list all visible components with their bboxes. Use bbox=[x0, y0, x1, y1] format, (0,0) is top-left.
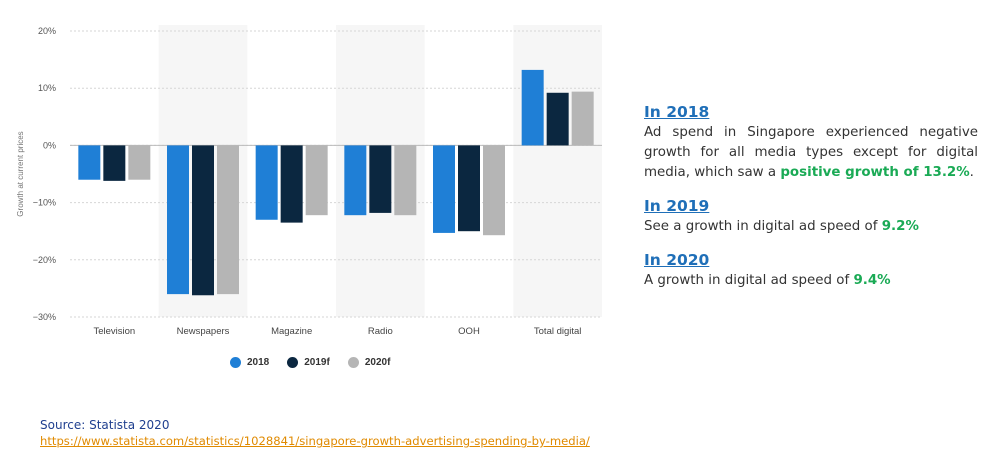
note-highlight-2018: positive growth of 13.2% bbox=[780, 165, 970, 180]
note-year-2020: In 2020 bbox=[644, 251, 710, 269]
bar-2020f bbox=[571, 91, 594, 146]
note-text-2018: Ad spend in Singapore experienced negati… bbox=[644, 125, 978, 180]
bar-2020f bbox=[305, 145, 328, 216]
bar-2020f bbox=[128, 145, 151, 180]
x-category-label: Television bbox=[93, 326, 135, 337]
legend-dot-2019f bbox=[287, 357, 299, 368]
legend-item-2018[interactable]: 2018 bbox=[230, 357, 269, 368]
legend-dot-2018 bbox=[230, 357, 241, 368]
y-tick-label: 10% bbox=[38, 83, 56, 93]
legend-label-2019f: 2019f bbox=[304, 357, 330, 368]
source-label: Source: Statista 2020 bbox=[40, 418, 170, 432]
note-2019: In 2019 See a growth in digital ad speed… bbox=[644, 195, 978, 237]
bar-chart: 20% 10% 0% −10% −20% −30% Growth at current pr… bbox=[16, 25, 602, 368]
y-axis-label: Growth at current prices bbox=[16, 131, 25, 216]
bar-2018 bbox=[344, 145, 367, 216]
y-tick-label: −20% bbox=[33, 255, 56, 265]
note-highlight-2019: 9.2% bbox=[881, 219, 919, 234]
chart-svg: 20% 10% 0% −10% −20% −30% Growth at current pr… bbox=[16, 25, 602, 337]
bar-2018 bbox=[255, 145, 278, 220]
bar-2018 bbox=[78, 145, 101, 180]
note-suffix-2018: . bbox=[969, 165, 974, 180]
note-text-2019: See a growth in digital ad speed of bbox=[644, 219, 882, 234]
legend-item-2020f[interactable]: 2020f bbox=[347, 357, 391, 368]
x-category-label: Radio bbox=[368, 326, 393, 337]
note-year-2019: In 2019 bbox=[644, 197, 710, 215]
note-body-2020: A growth in digital ad speed of 9.4% bbox=[644, 271, 978, 291]
note-body-2018: Ad spend in Singapore experienced negati… bbox=[644, 123, 978, 183]
note-2018: In 2018 Ad spend in Singapore experience… bbox=[644, 101, 978, 183]
bar-2019f bbox=[192, 145, 214, 296]
bar-2018 bbox=[521, 69, 544, 146]
legend-item-2019f[interactable]: 2019f bbox=[287, 357, 330, 368]
bar-2019f bbox=[369, 145, 392, 213]
legend-label-2020f: 2020f bbox=[364, 357, 391, 368]
note-text-2020: A growth in digital ad speed of bbox=[644, 273, 854, 288]
x-category-label: Total digital bbox=[534, 326, 582, 337]
y-tick-label: 20% bbox=[38, 26, 56, 36]
legend-dot-2020f bbox=[347, 357, 359, 368]
bar-2018 bbox=[167, 145, 189, 295]
y-tick-label: −30% bbox=[33, 312, 56, 322]
bar-2020f bbox=[217, 145, 239, 295]
note-highlight-2020: 9.4% bbox=[853, 273, 891, 288]
x-category-label: Magazine bbox=[271, 326, 312, 337]
x-category-label: Newspapers bbox=[177, 326, 230, 337]
source-block: Source: Statista 2020 https://www.statis… bbox=[40, 417, 590, 449]
source-link[interactable]: https://www.statista.com/statistics/1028… bbox=[40, 434, 590, 448]
bar-2019f bbox=[546, 92, 569, 146]
y-tick-label: −10% bbox=[33, 198, 56, 208]
x-category-label: OOH bbox=[458, 326, 480, 337]
bar-2018 bbox=[433, 145, 455, 233]
bar-2020f bbox=[483, 145, 505, 236]
bar-2020f bbox=[394, 145, 417, 216]
note-body-2019: See a growth in digital ad speed of 9.2% bbox=[644, 217, 978, 237]
commentary-panel: In 2018 Ad spend in Singapore experience… bbox=[644, 101, 978, 303]
bar-2019f bbox=[458, 145, 480, 232]
note-year-2018: In 2018 bbox=[644, 103, 710, 121]
bar-2019f bbox=[280, 145, 303, 223]
legend-label-2018: 2018 bbox=[247, 357, 270, 368]
category-band bbox=[513, 25, 602, 317]
bar-2019f bbox=[103, 145, 126, 181]
y-tick-label: 0% bbox=[43, 140, 56, 150]
note-2020: In 2020 A growth in digital ad speed of … bbox=[644, 249, 978, 291]
chart-legend: 2018 2019f 2020f bbox=[230, 357, 390, 368]
